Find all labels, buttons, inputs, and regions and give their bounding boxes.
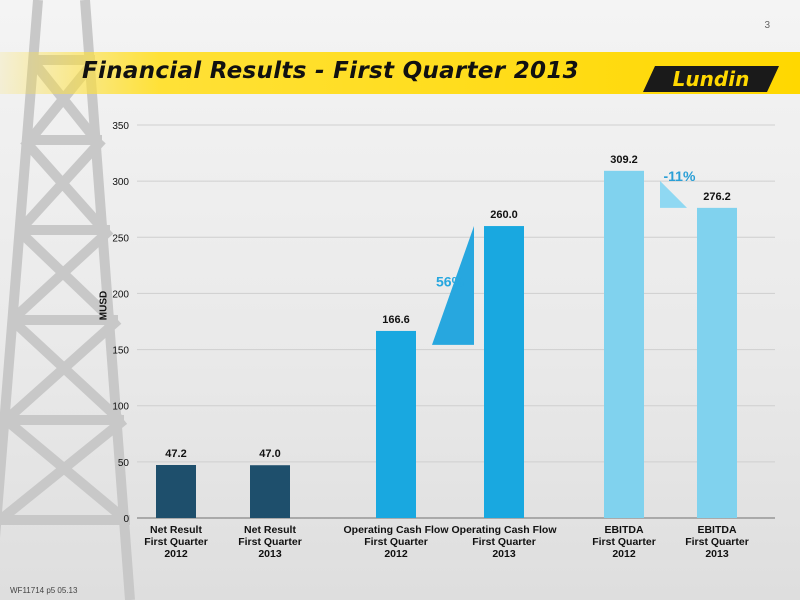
x-tick-label-3-1: First Quarter (472, 536, 536, 548)
bar-0 (156, 465, 196, 518)
value-label-2: 166.6 (382, 314, 410, 326)
change-label-0: 56% (436, 273, 465, 289)
value-label-4: 309.2 (610, 154, 638, 166)
y-axis-label: MUSD (98, 290, 110, 321)
y-tick-label-150: 150 (112, 346, 129, 357)
company-logo: Lundin (643, 64, 779, 94)
y-tick-label-200: 200 (112, 289, 129, 300)
y-tick-label-250: 250 (112, 233, 129, 244)
bar-5 (697, 207, 737, 518)
x-tick-label-3-2: 2013 (492, 548, 516, 560)
x-tick-label-4-0: EBITDA (604, 524, 644, 536)
x-tick-label-4-1: First Quarter (592, 536, 656, 548)
bar-3 (484, 226, 524, 519)
y-tick-label-0: 0 (123, 514, 129, 525)
x-tick-label-1-1: First Quarter (238, 536, 302, 548)
x-tick-label-0-1: First Quarter (144, 536, 208, 548)
x-tick-label-2-1: First Quarter (364, 536, 428, 548)
bar-2 (376, 330, 416, 518)
page-number: 3 (764, 20, 770, 31)
change-label-1: -11% (664, 168, 696, 184)
change-arrow-1 (660, 180, 687, 208)
x-tick-label-4-2: 2012 (612, 548, 636, 560)
value-label-5: 276.2 (703, 191, 731, 203)
x-tick-label-0-2: 2012 (164, 548, 188, 560)
x-tick-label-2-2: 2012 (384, 548, 408, 560)
bar-1 (250, 465, 290, 518)
x-tick-label-2-0: Operating Cash Flow (343, 524, 449, 536)
logo-badge (643, 66, 779, 92)
x-tick-label-1-0: Net Result (244, 524, 296, 536)
x-tick-label-3-0: Operating Cash Flow (451, 524, 557, 536)
x-tick-label-5-0: EBITDA (697, 524, 737, 536)
x-tick-label-1-2: 2013 (258, 548, 282, 560)
bar-4 (604, 170, 644, 519)
y-tick-label-100: 100 (112, 402, 129, 413)
change-arrow-0 (432, 226, 474, 345)
y-tick-label-50: 50 (118, 458, 130, 469)
logo-text: Lundin (672, 67, 750, 91)
value-label-3: 260.0 (490, 209, 518, 221)
x-tick-label-5-2: 2013 (705, 548, 729, 560)
page-title: Financial Results - First Quarter 2013 (82, 58, 579, 84)
y-tick-label-300: 300 (112, 177, 129, 188)
x-tick-label-5-1: First Quarter (685, 536, 749, 548)
y-tick-label-350: 350 (112, 121, 129, 132)
value-label-0: 47.2 (165, 448, 186, 460)
value-label-1: 47.0 (259, 448, 280, 460)
x-tick-label-0-0: Net Result (150, 524, 202, 536)
footer-code: WF11714 p5 05.13 (10, 586, 78, 595)
